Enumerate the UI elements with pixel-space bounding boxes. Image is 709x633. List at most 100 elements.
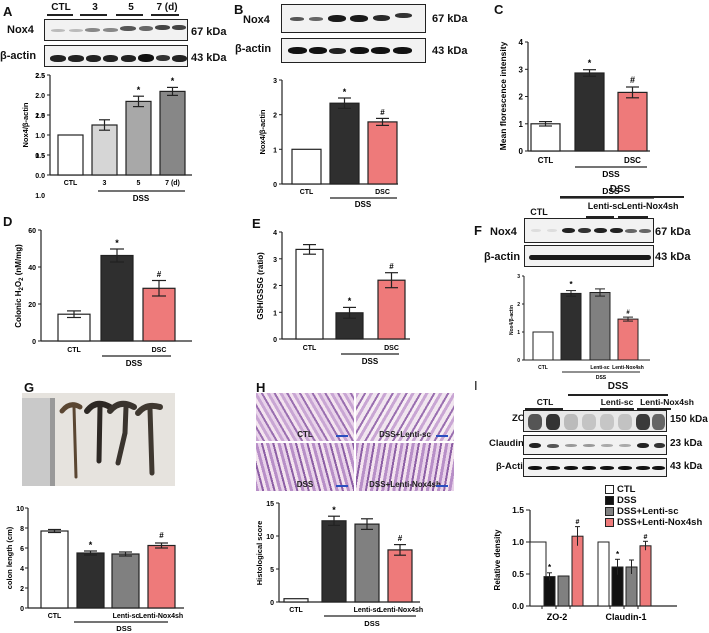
svg-text:3: 3 [103,180,107,187]
blot-group-3d: 3 [92,2,98,13]
svg-text:7 (d): 7 (d) [165,180,180,187]
svg-text:1.0: 1.0 [35,193,45,200]
legend-ctl: CTL [617,484,636,495]
svg-text:DSS: DSS [596,375,607,380]
svg-text:0.0: 0.0 [35,173,45,180]
blot-row-nox4: Nox4 [7,24,34,36]
svg-text:2: 2 [273,113,277,120]
svg-text:2: 2 [273,284,277,291]
western-blot-actin-b [281,38,426,63]
svg-text:*: * [89,540,93,550]
svg-text:Colonic H2O2 (nM/mg): Colonic H2O2 (nM/mg) [14,244,25,328]
svg-text:1: 1 [517,330,520,336]
svg-text:Lenti-Nox4sh: Lenti-Nox4sh [379,607,423,614]
svg-text:GSH/GSSG (ratio): GSH/GSSG (ratio) [256,252,265,320]
blot-row-beta-actin: β-actin [0,50,37,62]
chart-e: 4 3 2 1 0 GSH/GSSG (ratio) * # CTL DSC DSS [256,230,410,366]
svg-text:20: 20 [28,302,36,309]
svg-text:6: 6 [20,546,24,553]
svg-text:DSS: DSS [602,169,620,179]
svg-text:*: * [332,505,336,515]
svg-text:*: * [171,76,175,86]
svg-text:3: 3 [519,65,524,74]
histology-image-dss-lenti-nox4sh: DSS+Lenti-Nox4sh [356,443,454,491]
panel-label-h: H [256,380,266,395]
svg-text:colon length (cm): colon length (cm) [5,526,14,589]
svg-text:0: 0 [273,182,277,189]
svg-text:5: 5 [270,567,274,574]
svg-text:1: 1 [273,147,277,154]
svg-text:5: 5 [137,180,141,187]
svg-text:CTL: CTL [67,347,81,354]
panel-label-a: A [3,4,13,19]
blot-row-nox4: Nox4 [490,226,517,238]
blot-group-ctl: CTL [536,397,554,407]
western-blot-actin-f [524,245,654,267]
svg-text:10: 10 [16,506,24,513]
svg-text:Histological score: Histological score [255,521,264,586]
kda-label: 67 kDa [432,13,468,25]
svg-text:0.5: 0.5 [512,569,524,579]
svg-text:DSS: DSS [133,194,150,203]
svg-text:#: # [398,534,403,543]
y-ticks: 1.0 [35,193,45,200]
svg-text:#: # [157,270,162,279]
legend-dss: DSS [617,495,637,506]
svg-text:1.5: 1.5 [35,153,45,160]
svg-text:CTL: CTL [303,345,317,352]
blot-group-lenti-sc: Lenti-sc [587,201,623,211]
blot-row-beta-actin: β-Actin [496,461,529,472]
svg-text:CTL: CTL [289,607,303,614]
svg-text:2.0: 2.0 [35,113,45,120]
western-blot-actin-i [523,458,667,477]
svg-text:Lenti-Nox4sh: Lenti-Nox4sh [139,613,183,620]
svg-text:2: 2 [517,302,520,308]
histology-label: DSS+Lenti-Nox4sh [369,480,441,489]
svg-text:*: * [616,550,620,559]
svg-text:DSS: DSS [364,619,379,628]
svg-text:4: 4 [519,38,524,47]
svg-text:#: # [644,534,648,541]
svg-text:3: 3 [273,78,277,85]
svg-text:Lenti-sc: Lenti-sc [113,613,140,620]
svg-text:0: 0 [32,339,36,346]
chart-g: 10 8 6 4 2 0 colon length (cm) * # CTL Lenti-s… [5,506,184,633]
svg-text:0: 0 [270,600,274,607]
blot-group-5d: 5 [128,2,134,13]
svg-text:0: 0 [273,337,277,344]
svg-text:*: * [348,296,352,306]
svg-text:*: * [115,238,119,248]
svg-text:3: 3 [273,257,277,264]
svg-text:*: * [548,563,552,572]
svg-text:Relative density: Relative density [493,529,502,590]
panel-label-f: F [474,223,482,238]
svg-text:60: 60 [28,228,36,235]
blot-row-zo2: ZO-2 [512,413,534,424]
svg-text:0: 0 [517,358,520,364]
chart-f: 3 2 1 0 Nox4/β-actin * # CTL Lenti-sc Lenti-N… [509,274,650,380]
svg-text:DSC: DSC [624,156,641,165]
svg-text:DSC: DSC [384,345,399,352]
svg-text:1.5: 1.5 [512,505,524,515]
svg-text:Mean florescence intensity: Mean florescence intensity [498,41,508,150]
svg-text:CTL: CTL [64,180,78,187]
kda-label: 43 kDa [655,251,691,263]
svg-text:0: 0 [20,606,24,613]
kda-label: 43 kDa [432,45,468,57]
svg-text:#: # [630,75,635,85]
panel-label-g: G [24,380,35,395]
svg-text:4: 4 [273,230,277,237]
kda-label: 43 kDa [191,52,227,64]
western-blot-nox4-b [281,4,426,33]
svg-text:DSS: DSS [126,359,143,368]
kda-label: 67 kDa [191,26,227,38]
svg-text:Lenti-sc: Lenti-sc [590,365,609,371]
svg-text:0.0: 0.0 [512,601,524,611]
svg-text:DSS: DSS [355,200,372,209]
legend-dss-lenti-nox4sh: DSS+Lenti-Nox4sh [617,517,703,528]
blot-bracket-dss: DSS [607,381,629,392]
histology-label: CTL [297,430,313,439]
svg-text:15: 15 [266,501,274,508]
svg-text:ZO-2: ZO-2 [547,612,568,622]
svg-text:*: * [588,58,592,68]
